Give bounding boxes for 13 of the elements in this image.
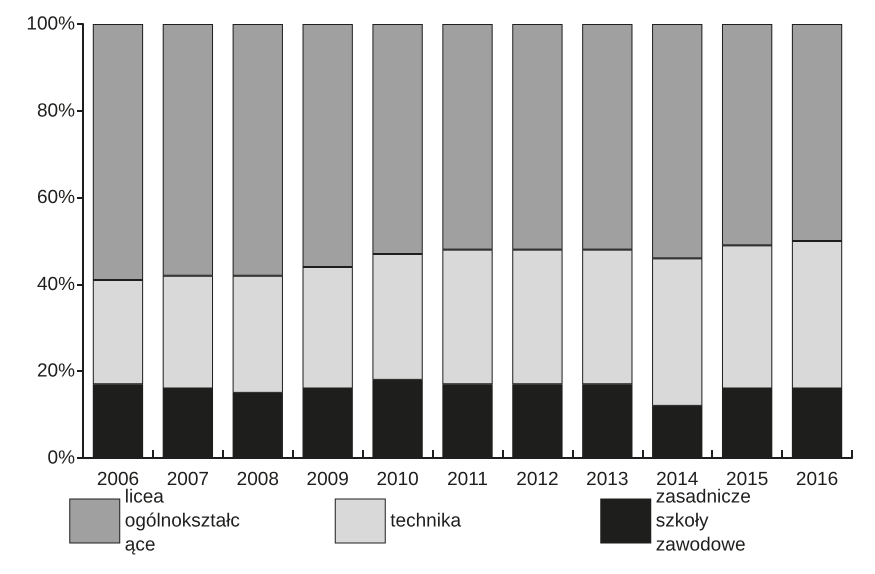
y-tick-label: 40% — [36, 274, 76, 295]
x-tick-label: 2012 — [516, 469, 559, 490]
y-tick-label: 0% — [48, 448, 76, 468]
y-tick-label: 60% — [36, 187, 76, 208]
y-tick-label: 80% — [36, 100, 76, 122]
x-tick-label: 2016 — [796, 469, 838, 490]
x-tick-label: 2010 — [376, 469, 419, 490]
x-tick-label: 2011 — [447, 469, 488, 490]
x-tick-label: 2013 — [586, 469, 628, 490]
y-tick-label: 100% — [26, 14, 76, 34]
x-tick-label: 2009 — [306, 469, 349, 490]
y-tick-label: 20% — [36, 360, 76, 382]
legend-label: technika — [390, 510, 462, 532]
